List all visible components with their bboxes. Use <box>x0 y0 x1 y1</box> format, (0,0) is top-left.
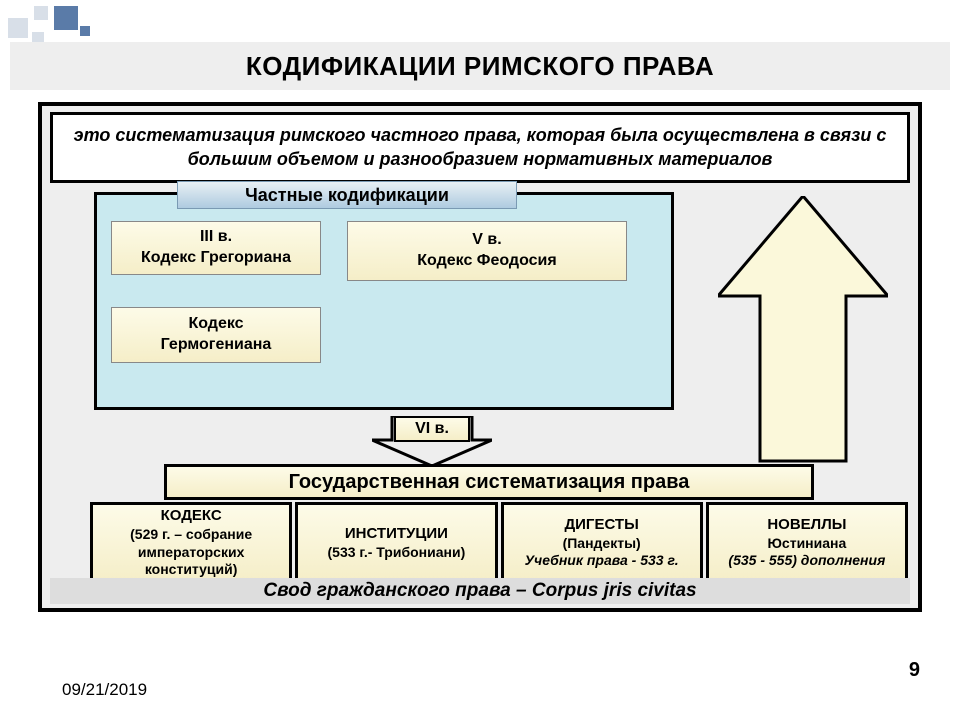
c3-sub1: (Пандекты) <box>510 535 694 553</box>
box-gregoriana: III в. Кодекс Грегориана <box>111 221 321 275</box>
col-novelly: НОВЕЛЛЫ Юстиниана (535 - 555) дополнения <box>706 502 908 584</box>
box1-line1: III в. <box>200 228 232 245</box>
footer-date: 09/21/2019 <box>62 680 147 700</box>
col-digesty: ДИГЕСТЫ (Пандекты) Учебник права - 533 г… <box>501 502 703 584</box>
up-arrow-icon <box>718 196 888 466</box>
diagram-frame: это систематизация римского частного пра… <box>38 102 922 612</box>
state-systematization-box: Государственная систематизация права <box>164 464 814 500</box>
decorative-squares <box>8 6 118 46</box>
c4-sub1: Юстиниана <box>715 535 899 553</box>
corpus-bar: Свод гражданского права – Corpus jris ci… <box>50 578 910 604</box>
box-feodosia: V в. Кодекс Феодосия <box>347 221 627 281</box>
c2-sub: (533 г.- Трибониани) <box>304 544 488 562</box>
four-columns: КОДЕКС (529 г. – собрание императорских … <box>90 502 908 584</box>
definition-box: это систематизация римского частного пра… <box>50 112 910 183</box>
box1-line2: Кодекс Грегориана <box>141 249 291 266</box>
private-cod-header: Частные кодификации <box>177 181 517 209</box>
slide-title: КОДИФИКАЦИИ РИМСКОГО ПРАВА <box>246 51 714 82</box>
footer-page: 9 <box>909 659 920 682</box>
col-kodeks: КОДЕКС (529 г. – собрание императорских … <box>90 502 292 584</box>
c2-heading: ИНСТИТУЦИИ <box>304 525 488 544</box>
col-institutsii: ИНСТИТУЦИИ (533 г.- Трибониани) <box>295 502 497 584</box>
century-vi-label: VI в. <box>394 416 470 442</box>
c4-sub2: (535 - 555) дополнения <box>715 552 899 570</box>
box-germogeniana: Кодекс Гермогениана <box>111 307 321 363</box>
c3-heading: ДИГЕСТЫ <box>510 516 694 535</box>
box3-line2: Гермогениана <box>161 336 272 353</box>
c4-heading: НОВЕЛЛЫ <box>715 516 899 535</box>
box2-line1: V в. <box>472 231 501 248</box>
title-bar: КОДИФИКАЦИИ РИМСКОГО ПРАВА <box>10 42 950 90</box>
c1-sub: (529 г. – собрание императорских констит… <box>99 526 283 579</box>
box3-line1: Кодекс <box>188 315 243 332</box>
box2-line2: Кодекс Феодосия <box>417 252 556 269</box>
private-codifications: Частные кодификации III в. Кодекс Грегор… <box>94 192 674 410</box>
c3-sub2: Учебник права - 533 г. <box>510 552 694 570</box>
c1-heading: КОДЕКС <box>99 507 283 526</box>
